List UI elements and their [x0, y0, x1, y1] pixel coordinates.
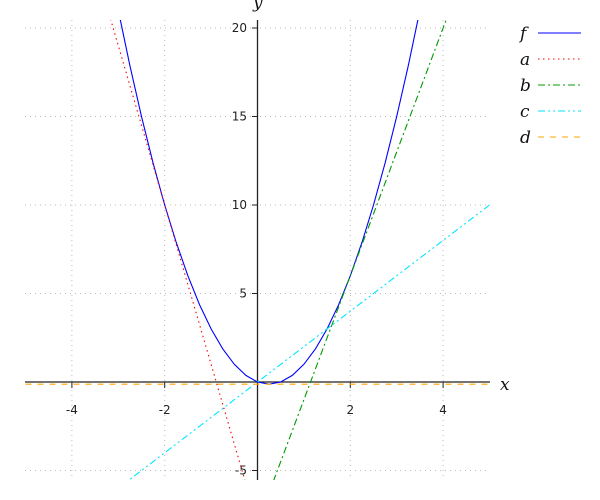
y-tick-label: -5 [235, 464, 247, 478]
x-tick-label: 4 [439, 403, 447, 417]
series-f-line [119, 20, 419, 385]
y-tick-label: 10 [232, 198, 247, 212]
legend-label-f: f [518, 24, 529, 44]
x-tick-label: -2 [159, 403, 171, 417]
y-tick-label: 20 [232, 21, 247, 35]
series-layer [25, 20, 490, 480]
series-a-line [110, 20, 246, 480]
series-b-line [273, 20, 447, 480]
x-tick-label: 2 [346, 403, 354, 417]
y-axis-label: y [252, 0, 263, 13]
axes: -4 -2 2 4 -5 5 10 15 20 [25, 20, 490, 480]
legend-label-c: c [520, 102, 530, 122]
x-tick-label: -4 [66, 403, 78, 417]
legend-label-b: b [520, 76, 531, 96]
legend-label-a: a [520, 50, 530, 70]
y-tick-label: 15 [232, 110, 247, 124]
series-c-line [128, 204, 490, 480]
legend-label-d: d [520, 128, 531, 148]
y-tick-label: 5 [239, 287, 247, 301]
x-axis-label: x [500, 375, 510, 395]
grid [25, 20, 490, 480]
